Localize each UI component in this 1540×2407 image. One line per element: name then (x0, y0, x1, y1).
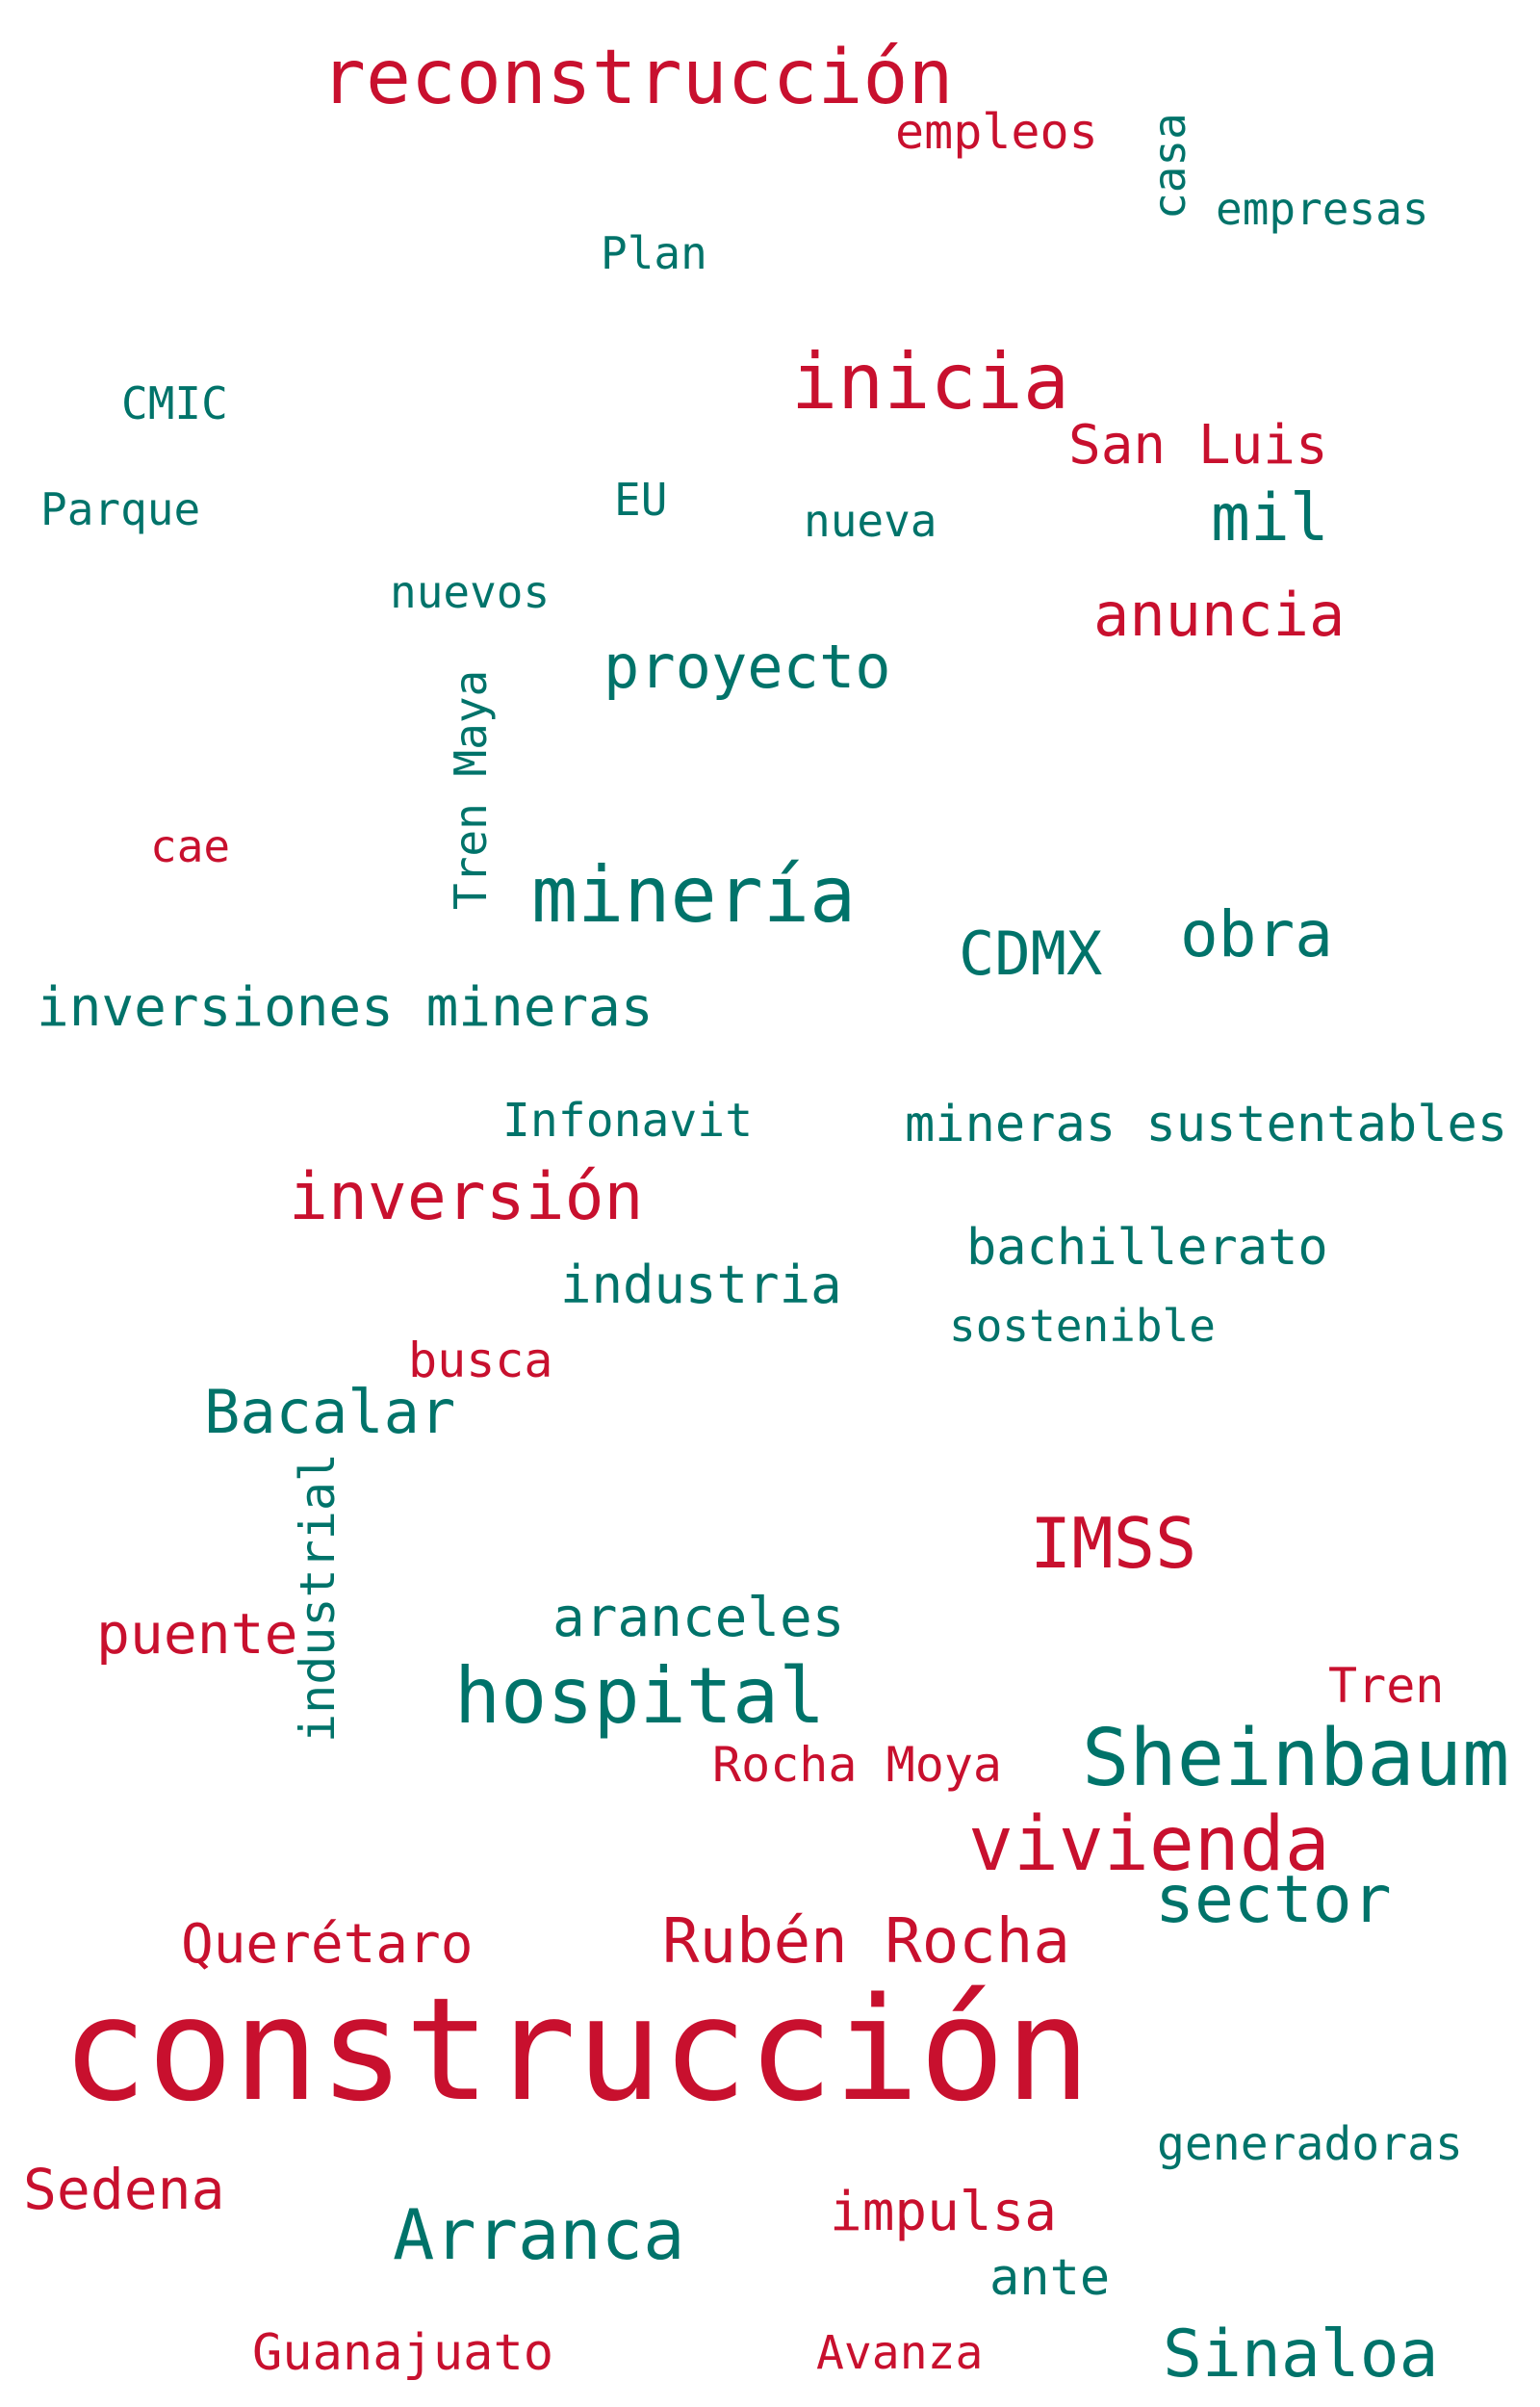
word-sostenible: sostenible (949, 1300, 1216, 1352)
word-generadoras: generadoras (1157, 2117, 1463, 2171)
word-casa: casa (1143, 113, 1195, 220)
word-inversiones-mineras: inversiones mineras (37, 976, 654, 1039)
word-nueva: nueva (804, 495, 937, 547)
word-queretaro: Querétaro (181, 1913, 474, 1976)
word-mineria: minería (531, 850, 857, 940)
word-aranceles: aranceles (552, 1587, 845, 1649)
word-bachillerato: bachillerato (966, 1219, 1328, 1277)
word-bacalar: Bacalar (204, 1377, 456, 1447)
word-hospital: hospital (454, 1651, 826, 1741)
word-proyecto: proyecto (603, 632, 891, 702)
word-cae: cae (150, 820, 231, 872)
word-nuevos: nuevos (390, 566, 551, 618)
word-parque: Parque (40, 483, 201, 535)
word-construccion: construcción (62, 1967, 1091, 2133)
word-industria: industria (560, 1255, 842, 1315)
word-obra: obra (1180, 897, 1333, 971)
word-cdmx: CDMX (959, 919, 1103, 989)
word-busca: busca (408, 1333, 553, 1388)
word-sedena: Sedena (23, 2157, 225, 2222)
word-tren-maya: Tren Maya (445, 669, 497, 910)
word-guanajuato: Guanajuato (252, 2324, 554, 2382)
word-eu: EU (614, 474, 668, 526)
word-sheinbaum: Sheinbaum (1082, 1713, 1510, 1804)
word-ante: ante (989, 2249, 1111, 2307)
word-mineras-sustentables: mineras sustentables (905, 1096, 1508, 1153)
word-anuncia: anuncia (1093, 580, 1346, 650)
word-tren: Tren (1328, 1658, 1445, 1714)
word-empresas: empresas (1216, 183, 1429, 235)
word-vivienda: vivienda (968, 1801, 1330, 1888)
word-avanza: Avanza (816, 2326, 984, 2380)
word-ruben-rocha: Rubén Rocha (662, 1906, 1070, 1978)
word-reconstruccion: reconstrucción (321, 35, 954, 121)
word-inversion: inversión (289, 1159, 644, 1235)
word-sector: sector (1155, 1862, 1392, 1938)
word-imss: IMSS (1030, 1503, 1197, 1584)
word-rocha-moya: Rocha Moya (712, 1737, 1003, 1793)
word-puente: puente (96, 1601, 298, 1667)
word-inicia: inicia (791, 337, 1069, 427)
word-infonavit: Infonavit (502, 1094, 754, 1148)
word-mil: mil (1211, 480, 1329, 556)
word-industrial: industrial (290, 1452, 346, 1743)
word-arranca: Arranca (393, 2194, 685, 2275)
word-impulsa: impulsa (830, 2181, 1058, 2243)
word-empleos: empleos (895, 104, 1098, 160)
word-sinaloa: Sinaloa (1163, 2316, 1439, 2393)
word-cmic: CMIC (121, 377, 228, 429)
word-san-luis: San Luis (1068, 414, 1328, 477)
word-plan: Plan (601, 227, 707, 279)
